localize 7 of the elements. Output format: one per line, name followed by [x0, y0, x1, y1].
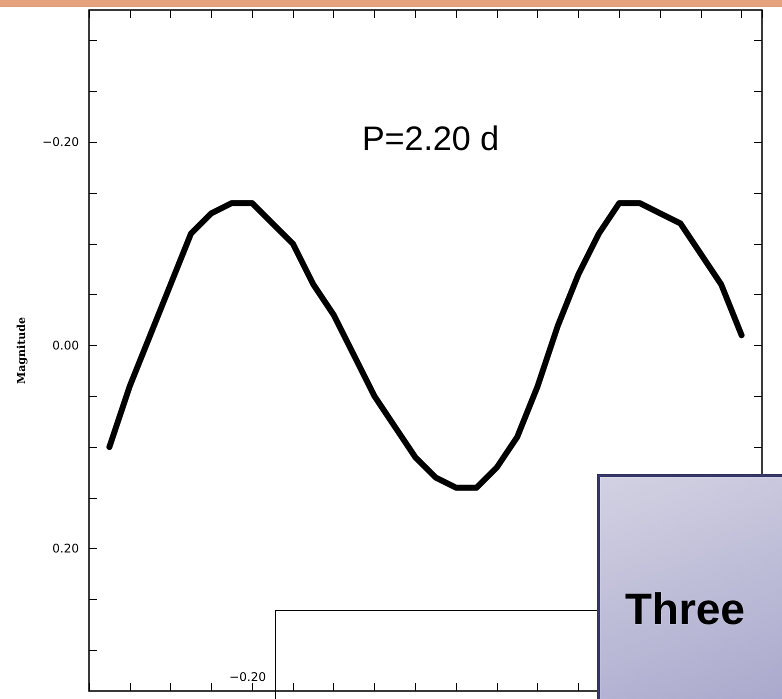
y-tick-label: −0.20: [42, 135, 79, 150]
annotation: −0.20: [229, 670, 266, 684]
y-axis-title: Magnitude: [15, 317, 28, 384]
annotation: P=2.20 d: [362, 120, 500, 158]
y-tick-label: 0.00: [52, 338, 79, 352]
y-tick-label: 0.20: [52, 542, 79, 556]
annotation: Three: [625, 585, 745, 635]
